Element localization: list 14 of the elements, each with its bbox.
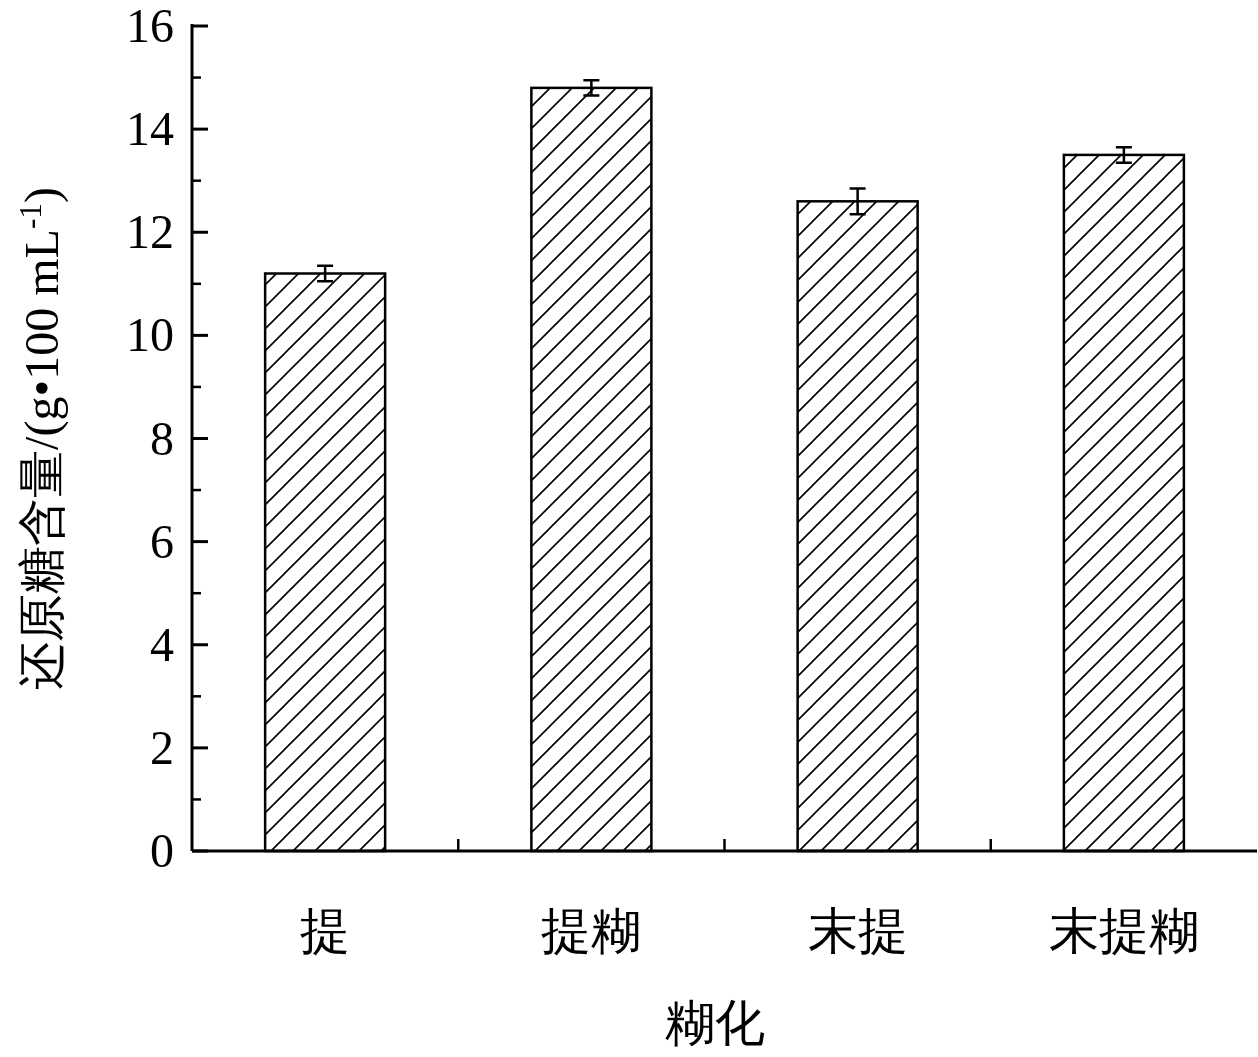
- y-tick-label: 6: [150, 514, 174, 568]
- y-tick-label: 8: [150, 411, 174, 465]
- x-tick-label: 末提糊: [1048, 903, 1199, 959]
- x-axis-title: 糊化: [664, 995, 765, 1051]
- y-tick-label: 4: [150, 617, 174, 671]
- y-tick-label: 0: [150, 824, 174, 877]
- y-tick-label: 2: [150, 720, 174, 774]
- y-tick-label: 16: [126, 0, 174, 52]
- y-tick-label: 10: [126, 308, 174, 362]
- y-tick-label: 12: [126, 205, 174, 259]
- y-tick-label: 14: [126, 102, 174, 156]
- x-tick-label: 末提: [807, 903, 908, 959]
- x-tick-label: 提: [300, 903, 351, 959]
- x-tick-label: 提糊: [541, 903, 642, 959]
